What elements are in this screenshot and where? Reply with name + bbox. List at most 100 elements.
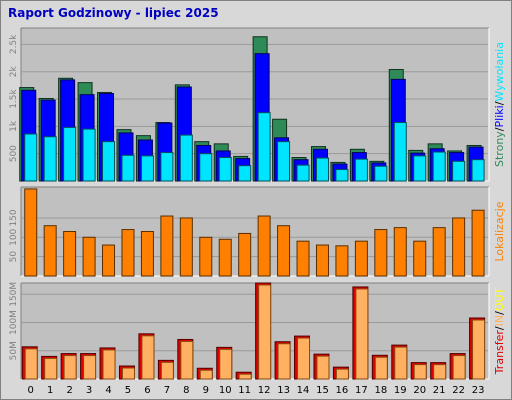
- bar-outline: [238, 165, 252, 182]
- bar-outline: [471, 209, 485, 277]
- bar-locations-lokalizacje-14: [297, 241, 310, 276]
- y-tick-label: 2k: [9, 65, 19, 77]
- bar-outline: [24, 133, 38, 182]
- bar-transfer-in-19: [394, 347, 407, 379]
- bar-outline: [218, 238, 232, 277]
- bar-outline: [160, 361, 174, 380]
- bar-outline: [24, 188, 38, 277]
- bar-outline: [63, 355, 77, 380]
- bar-outline: [315, 157, 329, 182]
- chart-title: Raport Godzinowy - lipiec 2025: [8, 6, 219, 20]
- bar-outline: [315, 244, 329, 277]
- legend-entry: Lokalizacje: [493, 201, 506, 261]
- bar-outline: [354, 240, 368, 277]
- bar-locations-lokalizacje-22: [452, 217, 465, 276]
- bar-outline: [63, 126, 77, 182]
- x-tick-label: 6: [144, 385, 150, 396]
- y-tick-label: 2.5k: [9, 34, 19, 54]
- bar-locations-lokalizacje-13: [277, 225, 290, 276]
- bar-locations-lokalizacje-19: [394, 227, 407, 276]
- bar-outline: [471, 159, 485, 182]
- bar-outline: [63, 231, 77, 277]
- bar-outline: [140, 231, 154, 277]
- bar-outline: [394, 346, 408, 380]
- bar-locations-lokalizacje-15: [316, 245, 329, 276]
- x-tick-label: 20: [413, 385, 426, 396]
- y-tick-label: 100: [9, 228, 19, 245]
- bar-requests-wywołania-9: [199, 153, 212, 181]
- legend-separator: /: [493, 127, 506, 131]
- x-tick-label: 1: [47, 385, 53, 396]
- series-legend-requests: Strony/Pliki/Wywołania: [493, 42, 506, 167]
- bar-transfer-in-6: [141, 335, 154, 379]
- bar-requests-wywołania-21: [433, 152, 446, 181]
- bar-outline: [43, 136, 57, 182]
- bar-outline: [277, 141, 291, 182]
- bar-locations-lokalizacje-4: [102, 245, 115, 276]
- bar-requests-wywołania-6: [141, 155, 154, 181]
- x-tick-label: 8: [183, 385, 189, 396]
- x-tick-label: 4: [105, 385, 111, 396]
- bar-locations-lokalizacje-16: [335, 245, 348, 276]
- x-tick-label: 15: [316, 385, 329, 396]
- bar-outline: [82, 128, 96, 182]
- bar-requests-wywołania-12: [258, 112, 271, 181]
- x-tick-label: 7: [164, 385, 170, 396]
- bar-outline: [354, 158, 368, 182]
- x-tick-label: 10: [219, 385, 232, 396]
- bar-outline: [44, 357, 58, 380]
- bar-locations-lokalizacje-17: [355, 241, 368, 276]
- bar-outline: [160, 152, 174, 182]
- bar-outline: [43, 225, 57, 277]
- legend-separator: /: [493, 101, 506, 105]
- bar-transfer-in-0: [25, 348, 38, 379]
- bar-outline: [82, 236, 96, 277]
- bar-requests-wywołania-10: [219, 157, 232, 181]
- bar-outline: [452, 355, 466, 380]
- bar-locations-lokalizacje-8: [180, 217, 193, 276]
- bar-outline: [297, 337, 311, 380]
- bar-outline: [393, 122, 407, 182]
- bar-outline: [413, 240, 427, 277]
- bar-transfer-in-13: [278, 343, 291, 379]
- bar-outline: [199, 369, 213, 380]
- bar-outline: [180, 340, 194, 380]
- bar-outline: [238, 232, 252, 277]
- plot-panel-locations: [21, 187, 489, 276]
- bar-transfer-in-3: [83, 355, 96, 379]
- y-tick-label: 50M: [9, 341, 19, 360]
- x-tick-label: 11: [238, 385, 251, 396]
- bar-outline: [335, 368, 349, 380]
- x-tick-label: 14: [297, 385, 310, 396]
- bar-locations-lokalizacje-5: [121, 229, 134, 276]
- bar-requests-wywołania-0: [24, 134, 37, 181]
- legend-entry: OUT: [493, 287, 506, 311]
- y-tick-label: 150M: [9, 282, 19, 307]
- bar-transfer-in-12: [258, 285, 271, 379]
- bar-outline: [141, 335, 155, 380]
- bar-outline: [296, 240, 310, 277]
- x-tick-label: 9: [203, 385, 209, 396]
- bar-requests-wywołania-15: [316, 158, 329, 181]
- bar-outline: [257, 112, 271, 182]
- bar-outline: [121, 154, 135, 182]
- bar-transfer-in-2: [64, 355, 77, 379]
- bar-outline: [413, 155, 427, 182]
- x-tick-label: 22: [452, 385, 465, 396]
- bar-transfer-in-9: [200, 370, 213, 379]
- bar-outline: [316, 355, 330, 380]
- x-tick-label: 18: [374, 385, 387, 396]
- legend-entry: IN: [493, 315, 506, 326]
- bar-outline: [160, 215, 174, 277]
- bar-outline: [355, 288, 369, 380]
- bar-transfer-in-21: [433, 364, 446, 379]
- x-tick-label: 17: [355, 385, 368, 396]
- bar-outline: [277, 225, 291, 277]
- bar-outline: [102, 244, 116, 277]
- x-tick-label: 19: [394, 385, 407, 396]
- bar-requests-wywołania-5: [121, 155, 134, 181]
- legend-entry: Transfer: [493, 330, 506, 376]
- bar-outline: [121, 229, 135, 277]
- bar-requests-wywołania-8: [180, 135, 193, 181]
- bar-transfer-in-20: [414, 364, 427, 379]
